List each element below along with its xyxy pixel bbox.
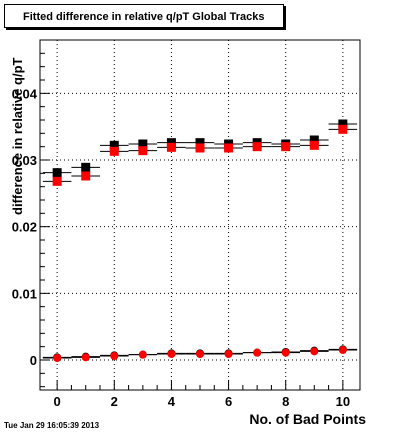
y-tick-label: 0.02 xyxy=(12,220,37,235)
data-point-square xyxy=(252,142,262,152)
data-point-circle xyxy=(253,348,262,357)
grid-lines xyxy=(40,40,360,390)
x-tick-label: 6 xyxy=(225,394,232,409)
data-point-circle xyxy=(338,346,347,354)
data-point-circle xyxy=(281,348,290,357)
plot-frame xyxy=(39,39,361,391)
data-point-circle xyxy=(310,347,319,356)
data-point-square xyxy=(309,140,319,150)
y-tick-label: 0.03 xyxy=(12,153,37,168)
data-point-square xyxy=(81,171,91,181)
data-point-circle xyxy=(167,350,176,358)
data-point-circle xyxy=(138,350,147,359)
data-point-square xyxy=(338,124,348,134)
data-point-square xyxy=(166,138,176,148)
data-points xyxy=(42,119,358,362)
data-point-square xyxy=(195,138,205,148)
data-point-square xyxy=(309,135,319,145)
data-point-square xyxy=(52,176,62,186)
data-point-square xyxy=(281,142,291,152)
data-point-circle xyxy=(81,353,90,362)
chart-title-box: Fitted difference in relative q/pT Globa… xyxy=(4,4,284,28)
y-tick-label: 0 xyxy=(30,353,37,368)
data-point-square xyxy=(81,162,91,172)
data-point-circle xyxy=(110,352,119,360)
x-tick-label: 10 xyxy=(336,394,350,409)
data-point-square xyxy=(109,140,119,150)
data-point-square xyxy=(224,143,234,153)
y-tick-label: 0.01 xyxy=(12,286,37,301)
y-tick-label: 0.04 xyxy=(12,86,38,101)
x-tick-label: 8 xyxy=(282,394,289,409)
data-point-square xyxy=(52,168,62,178)
date-stamp: Tue Jan 29 16:05:39 2013 xyxy=(4,421,100,430)
axis-ticks: 0 2 4 6 8 10 0 0.01 0.02 0.03 0.04 xyxy=(12,52,350,409)
data-point-square xyxy=(109,146,119,156)
data-point-square xyxy=(195,143,205,153)
chart-title: Fitted difference in relative q/pT Globa… xyxy=(23,11,265,23)
data-point-circle xyxy=(196,350,204,358)
x-tick-label: 0 xyxy=(54,394,61,409)
data-point-square xyxy=(166,142,176,152)
data-point-circle xyxy=(224,350,233,358)
data-point-circle xyxy=(53,354,62,362)
x-tick-label: 2 xyxy=(111,394,118,409)
data-point-square xyxy=(138,139,148,149)
data-point-square xyxy=(338,119,348,129)
x-axis-label: No. of Bad Points xyxy=(249,411,366,427)
data-point-square xyxy=(138,146,148,156)
x-tick-label: 4 xyxy=(168,394,176,409)
y-axis-label: difference in relative q/pT xyxy=(10,57,25,216)
